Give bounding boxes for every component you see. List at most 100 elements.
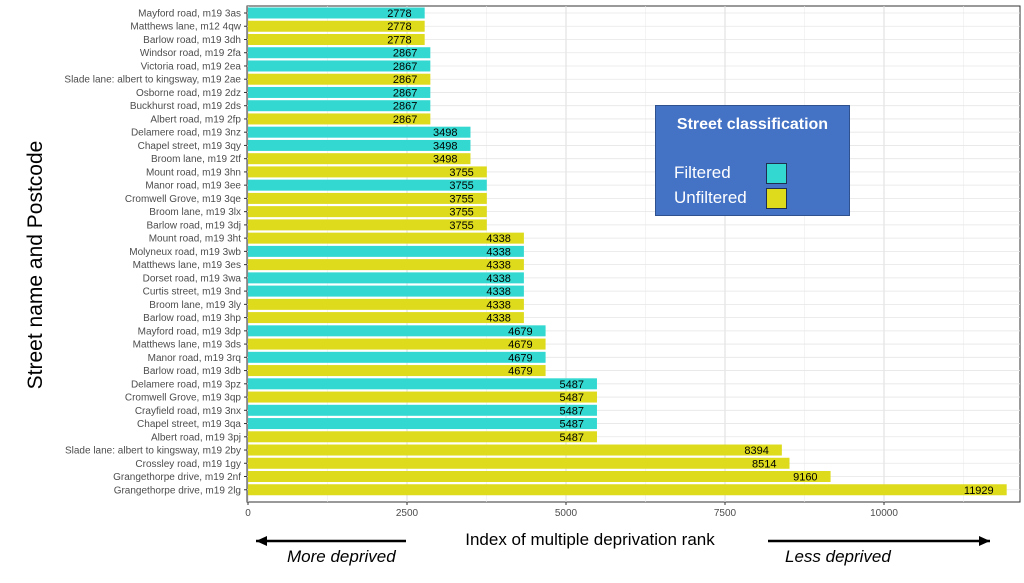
y-tick-label: Curtis street, m19 3nd (143, 287, 241, 298)
bar-value-label: 3755 (449, 180, 473, 192)
y-tick-label: Matthews lane, m19 3es (133, 260, 241, 271)
bar-value-label: 11929 (964, 485, 994, 497)
y-tick-label: Grangethorpe drive, m19 2nf (113, 472, 241, 483)
bar (248, 378, 597, 390)
bar-value-label: 2867 (393, 114, 417, 126)
right-arrow-head (979, 536, 990, 546)
y-tick-label: Slade lane: albert to kingsway, m19 2ae (64, 75, 241, 86)
y-tick-label: Cromwell Grove, m19 3qp (125, 393, 242, 404)
bar (248, 47, 431, 59)
y-tick-label: Manor road, m19 3rq (148, 353, 241, 364)
bar (248, 179, 487, 191)
bar (248, 166, 487, 178)
bar-value-label: 4679 (508, 366, 532, 378)
y-tick-label: Broom lane, m19 3lx (149, 207, 241, 218)
bar-value-label: 4679 (508, 326, 532, 338)
x-tick-label: 7500 (714, 508, 737, 519)
y-tick-label: Grangethorpe drive, m19 2lg (114, 485, 241, 496)
bar-value-label: 3498 (433, 140, 457, 152)
bar-value-label: 4338 (486, 260, 510, 272)
x-tick-label: 10000 (870, 508, 898, 519)
left-arrow-head (256, 536, 267, 546)
bar (248, 153, 471, 165)
bar (248, 192, 487, 204)
bar (248, 219, 487, 231)
y-tick-label: Broom lane, m19 3ly (149, 300, 241, 311)
bar-value-label: 2867 (393, 74, 417, 86)
y-tick-label: Matthews lane, m12 4qw (130, 22, 241, 33)
bar-value-label: 2778 (387, 8, 411, 20)
y-tick-label: Mayford road, m19 3as (138, 9, 241, 20)
legend-box: Street classification Filtered Unfiltere… (655, 105, 850, 216)
bar (248, 245, 524, 257)
bar-value-label: 5487 (559, 379, 583, 391)
bar (248, 100, 431, 112)
bar-value-label: 4338 (486, 299, 510, 311)
y-tick-label: Crossley road, m19 1gy (135, 459, 241, 470)
bar-value-label: 4679 (508, 352, 532, 364)
bar (248, 126, 471, 138)
legend-swatch-filtered (766, 163, 787, 184)
bar (248, 418, 597, 430)
y-tick-label: Windsor road, m19 2fa (140, 48, 242, 59)
bar (248, 73, 431, 85)
legend-label-filtered: Filtered (674, 163, 731, 182)
x-tick-label: 2500 (396, 508, 419, 519)
y-tick-label: Barlow road, m19 3dj (147, 220, 242, 231)
bar (248, 272, 524, 284)
y-tick-label: Delamere road, m19 3nz (131, 128, 241, 139)
y-tick-label: Buckhurst road, m19 2ds (130, 101, 241, 112)
bar (248, 206, 487, 218)
bar (248, 60, 431, 72)
bar (248, 484, 1007, 496)
bar (248, 232, 524, 244)
y-tick-label: Manor road, m19 3ee (145, 181, 241, 192)
bar-value-label: 4338 (486, 286, 510, 298)
bar-value-label: 3498 (433, 154, 457, 166)
legend-label-unfiltered: Unfiltered (674, 188, 747, 207)
y-tick-label: Chapel street, m19 3qy (138, 141, 241, 152)
bar-value-label: 3755 (449, 220, 473, 232)
y-tick-label: Albert road, m19 3pj (151, 432, 241, 443)
legend-entry-filtered: Filtered (674, 163, 787, 184)
y-tick-label: Barlow road, m19 3db (143, 366, 241, 377)
y-tick-label: Barlow road, m19 3dh (143, 35, 241, 46)
bar (248, 457, 790, 469)
x-tick-label: 5000 (555, 508, 578, 519)
bar (248, 86, 431, 98)
bar-value-label: 4679 (508, 339, 532, 351)
y-tick-label: Mayford road, m19 3dp (138, 326, 242, 337)
bar (248, 325, 546, 337)
bar-value-label: 2778 (387, 21, 411, 33)
bar (248, 312, 524, 324)
bar-value-label: 4338 (486, 273, 510, 285)
x-tick-label: 0 (245, 508, 251, 519)
y-tick-label: Slade lane: albert to kingsway, m19 2by (65, 446, 241, 457)
y-tick-label: Mount road, m19 3ht (149, 234, 241, 245)
bar-value-label: 5487 (559, 405, 583, 417)
bar (248, 298, 524, 310)
bar (248, 20, 425, 32)
bar-value-label: 9160 (793, 472, 817, 484)
more-deprived-label: More deprived (287, 547, 396, 566)
y-axis-title: Street name and Postcode (24, 140, 47, 390)
bar-value-label: 4338 (486, 246, 510, 258)
bar (248, 259, 524, 271)
bar (248, 7, 425, 19)
bar-value-label: 2867 (393, 48, 417, 60)
bar-value-label: 2867 (393, 87, 417, 99)
bar-value-label: 3755 (449, 193, 473, 205)
bar-value-label: 2867 (393, 101, 417, 113)
bar-value-label: 5487 (559, 392, 583, 404)
y-tick-label: Broom lane, m19 2tf (151, 154, 241, 165)
bar-value-label: 3498 (433, 127, 457, 139)
bar (248, 391, 597, 403)
bar-value-label: 4338 (486, 233, 510, 245)
y-tick-label: Dorset road, m19 3wa (143, 273, 242, 284)
bar (248, 139, 471, 151)
bar-value-label: 5487 (559, 419, 583, 431)
bar (248, 404, 597, 416)
y-tick-label: Victoria road, m19 2ea (141, 61, 242, 72)
bar (248, 471, 831, 483)
